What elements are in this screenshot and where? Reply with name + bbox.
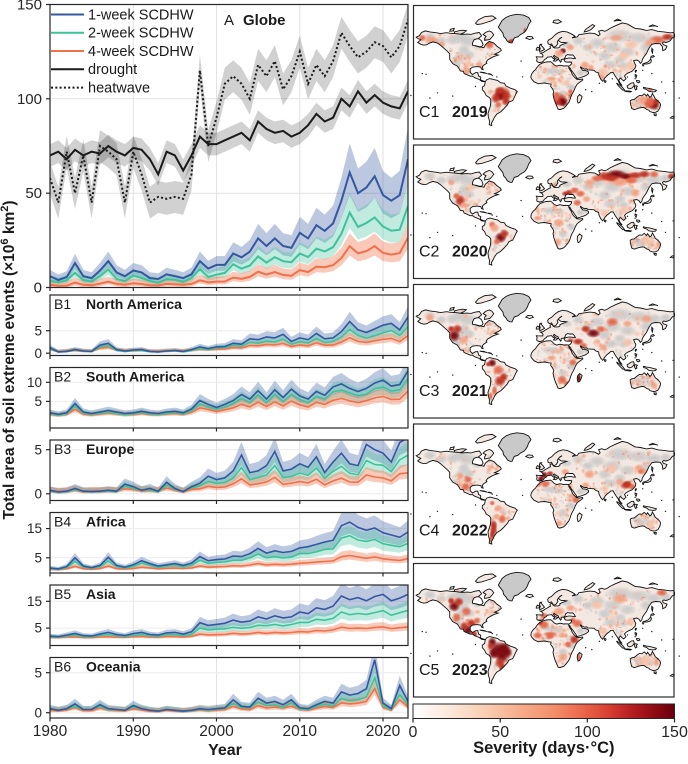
svg-text:50: 50 xyxy=(491,724,509,741)
svg-text:150: 150 xyxy=(661,724,688,741)
svg-text:A: A xyxy=(224,12,234,29)
svg-text:100: 100 xyxy=(17,91,42,108)
svg-text:2000: 2000 xyxy=(199,723,234,740)
svg-text:heatwave: heatwave xyxy=(88,80,150,96)
svg-text:Globe: Globe xyxy=(243,12,286,29)
svg-text:B3: B3 xyxy=(54,441,71,457)
svg-text:Africa: Africa xyxy=(86,514,126,530)
svg-text:C4: C4 xyxy=(419,523,440,540)
svg-text:Europe: Europe xyxy=(86,441,134,457)
svg-text:drought: drought xyxy=(88,62,137,78)
svg-text:Year: Year xyxy=(208,742,242,759)
svg-text:Asia: Asia xyxy=(86,586,116,602)
svg-text:2020: 2020 xyxy=(452,244,488,261)
svg-text:B4: B4 xyxy=(54,514,71,530)
svg-text:5: 5 xyxy=(34,394,42,409)
svg-text:2021: 2021 xyxy=(452,383,488,400)
svg-text:5: 5 xyxy=(34,442,42,457)
svg-text:2023: 2023 xyxy=(452,662,488,679)
svg-text:South America: South America xyxy=(86,369,184,385)
svg-text:Total area of soil extreme eve: Total area of soil extreme events (×106 … xyxy=(0,200,18,519)
svg-text:North America: North America xyxy=(86,296,182,312)
svg-text:0: 0 xyxy=(34,486,42,501)
svg-text:10: 10 xyxy=(27,375,42,390)
svg-text:5: 5 xyxy=(34,621,42,636)
svg-text:Severity (days·°C): Severity (days·°C) xyxy=(473,739,614,757)
svg-text:5: 5 xyxy=(34,665,42,680)
svg-text:B1: B1 xyxy=(54,296,71,312)
svg-text:0: 0 xyxy=(409,724,418,741)
svg-text:1980: 1980 xyxy=(33,723,68,740)
svg-text:Oceania: Oceania xyxy=(86,659,141,675)
svg-text:1990: 1990 xyxy=(116,723,151,740)
svg-text:15: 15 xyxy=(27,521,42,536)
svg-text:1-week SCDHW: 1-week SCDHW xyxy=(88,7,194,23)
svg-text:2019: 2019 xyxy=(452,104,488,121)
svg-text:0: 0 xyxy=(34,705,42,720)
svg-text:2010: 2010 xyxy=(283,723,318,740)
svg-text:C3: C3 xyxy=(419,383,440,400)
svg-text:B5: B5 xyxy=(54,586,71,602)
svg-text:2020: 2020 xyxy=(366,723,401,740)
svg-text:C1: C1 xyxy=(419,104,440,121)
svg-text:0: 0 xyxy=(34,346,42,361)
svg-text:100: 100 xyxy=(574,724,601,741)
svg-text:2-week SCDHW: 2-week SCDHW xyxy=(88,26,194,42)
svg-text:4-week SCDHW: 4-week SCDHW xyxy=(88,44,194,60)
svg-text:C5: C5 xyxy=(419,662,440,679)
svg-text:0: 0 xyxy=(34,280,42,297)
svg-text:2022: 2022 xyxy=(452,523,488,540)
svg-text:B2: B2 xyxy=(54,369,71,385)
svg-text:15: 15 xyxy=(27,594,42,609)
svg-text:50: 50 xyxy=(25,185,42,202)
svg-text:150: 150 xyxy=(17,0,42,14)
svg-text:5: 5 xyxy=(34,550,42,565)
svg-text:5: 5 xyxy=(34,323,42,338)
svg-text:C2: C2 xyxy=(419,244,440,261)
svg-text:B6: B6 xyxy=(54,659,71,675)
